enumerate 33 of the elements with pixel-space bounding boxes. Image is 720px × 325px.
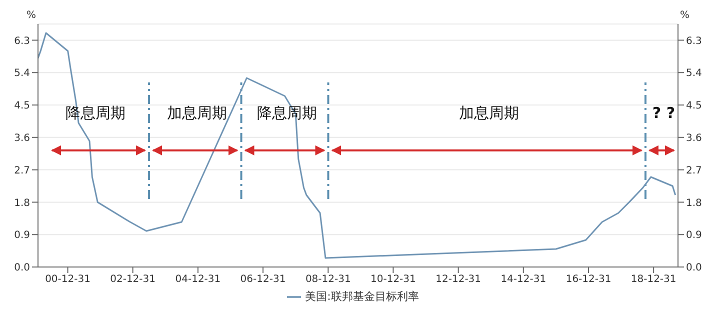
- y2-tick-label: 6.3: [686, 36, 702, 47]
- x-tick-label: 12-12-31: [436, 274, 482, 286]
- x-tick-label: 06-12-31: [240, 274, 286, 286]
- x-tick-label: 10-12-31: [370, 274, 416, 286]
- annotation: 加息周期: [458, 104, 519, 122]
- x-tick-label: 02-12-31: [110, 274, 156, 286]
- y-tick-label: 0.9: [14, 230, 30, 242]
- y-tick-label: 4.5: [14, 100, 30, 112]
- y2-axis-title: %: [680, 10, 690, 21]
- x-tick-label: 04-12-31: [175, 274, 221, 286]
- legend-label: 美国:联邦基金目标利率: [305, 290, 419, 303]
- annotation: 加息周期: [167, 104, 228, 122]
- y2-tick-label: 2.7: [686, 165, 702, 176]
- annotation: ? ?: [652, 104, 676, 122]
- y2-tick-label: 5.4: [686, 68, 702, 80]
- x-tick-label: 00-12-31: [45, 274, 90, 286]
- y-tick-label: 3.6: [14, 132, 30, 144]
- y-tick-label: 1.8: [14, 198, 30, 209]
- x-tick-label: 16-12-31: [566, 274, 612, 286]
- x-tick-label: 18-12-31: [630, 274, 676, 286]
- line-series: [38, 32, 676, 259]
- x-tick-label: 08-12-31: [305, 274, 351, 286]
- y-tick-label: 5.4: [14, 68, 30, 80]
- y-tick-label: 6.3: [14, 36, 30, 47]
- y2-tick-label: 4.5: [686, 100, 702, 112]
- y2-tick-label: 0.0: [686, 262, 702, 274]
- x-tick-label: 14-12-31: [500, 274, 546, 286]
- y2-tick-label: 1.8: [686, 198, 702, 209]
- y2-tick-label: 3.6: [686, 132, 702, 144]
- y2-tick-label: 0.9: [686, 230, 702, 242]
- y-tick-label: 0.0: [14, 262, 30, 274]
- y-tick-label: 2.7: [14, 165, 30, 176]
- y-axis-title: %: [26, 10, 36, 21]
